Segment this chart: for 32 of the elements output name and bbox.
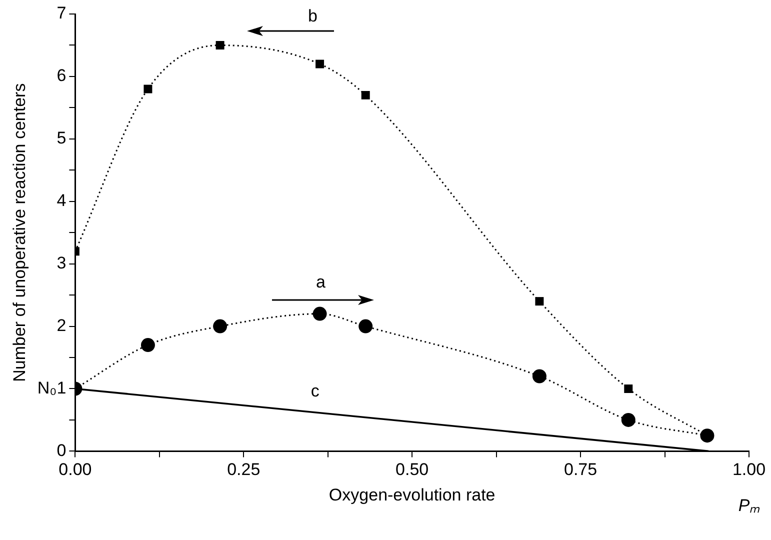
point: [312, 306, 327, 321]
point: [144, 84, 152, 94]
series-label: b: [308, 6, 318, 26]
y-tick-label: 7: [56, 4, 66, 23]
x-axis-title: Oxygen-evolution rate: [328, 485, 496, 504]
point: [621, 412, 636, 427]
point: [700, 428, 714, 443]
point: [532, 369, 546, 384]
x-tick-label: 0.25: [227, 460, 260, 480]
point: [140, 338, 155, 352]
x-tick-label: 0.50: [396, 460, 429, 480]
point: [535, 297, 544, 306]
y-tick-label: 5: [56, 128, 66, 148]
point: [316, 60, 324, 68]
y-axis-title: Number of unoperative reaction centers: [10, 83, 29, 382]
series-label: c: [310, 381, 320, 400]
series-label: a: [316, 272, 326, 292]
y-tick-label: 2: [56, 316, 66, 335]
point: [358, 319, 373, 334]
y-tick-label: N₀1: [37, 378, 66, 398]
text: Pₘ: [738, 496, 761, 515]
x-tick-label: 0.00: [58, 460, 92, 480]
point: [361, 90, 370, 100]
point: [213, 319, 228, 334]
y-tick-label: 0: [56, 440, 66, 460]
x-tick-label: 0.75: [564, 460, 598, 480]
point: [624, 384, 633, 393]
y-tick-label: 4: [56, 191, 66, 210]
y-tick-label: 6: [56, 66, 66, 86]
y-tick-label: 3: [56, 254, 66, 273]
x-tick-label: 1.00: [732, 460, 766, 480]
point: [216, 40, 224, 50]
